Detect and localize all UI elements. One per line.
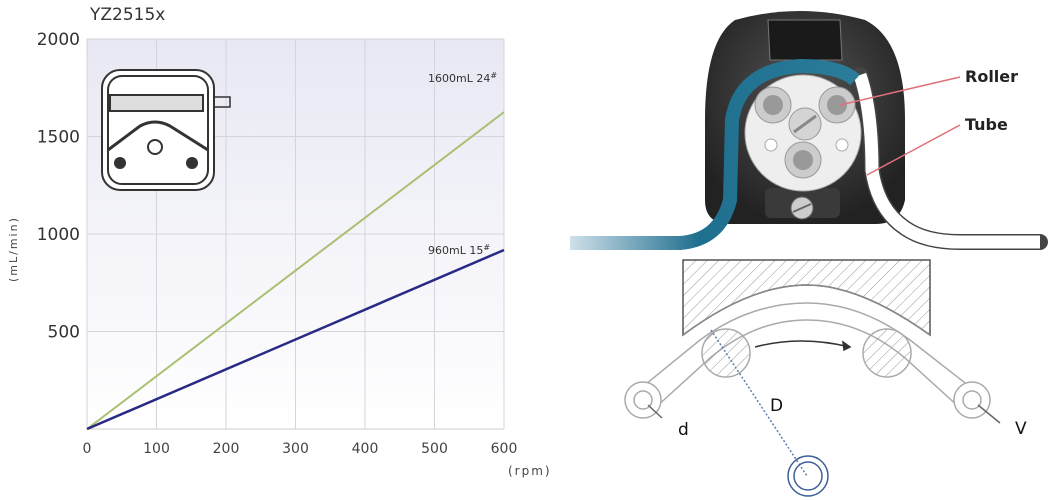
x-tick-label: 100 [143,441,170,457]
x-tick-label: 0 [83,441,92,457]
series-label-15: 960mL 15# [428,243,490,257]
roller-label: Roller [965,67,1018,86]
x-tick-label: 400 [352,441,379,457]
x-tick-label: 500 [421,441,448,457]
x-tick-label: 200 [213,441,240,457]
V-label: V [1015,419,1027,439]
tube-cross-section-diagram [624,259,1001,497]
y-tick-label: 2000 [37,30,80,50]
series-line-0 [86,111,505,430]
tick-labels: 0 100 200 300 400 500 600 500 1000 1500 2000 [37,30,518,457]
rotor [744,74,862,192]
y-tick-label: 1500 [37,128,80,148]
x-axis-label: (rpm) [508,464,552,478]
peristaltic-pump-illustration: Roller Tube d D V [570,11,1048,497]
tube-inlet [570,58,860,250]
series-lines [86,111,505,431]
series-line-1 [86,248,505,431]
flow-rate-chart: YZ2515x 0 100 200 300 400 500 600 500 1000 1500 20… [7,5,552,478]
D-label: D [770,396,783,416]
roller-pointer [839,76,961,106]
series-label-24: 1600mL 24# [428,71,497,85]
d-label: d [678,420,689,440]
y-tick-label: 1000 [37,225,80,245]
x-tick-label: 300 [282,441,309,457]
tube-label: Tube [965,115,1008,134]
pump-head-thumbnail [101,69,231,191]
tube-pointer [866,124,961,176]
gridlines [86,38,505,430]
y-tick-label: 500 [48,323,80,343]
x-tick-label: 600 [491,441,518,457]
y-axis-label: (mL/min) [7,216,20,282]
chart-title: YZ2515x [89,5,165,25]
